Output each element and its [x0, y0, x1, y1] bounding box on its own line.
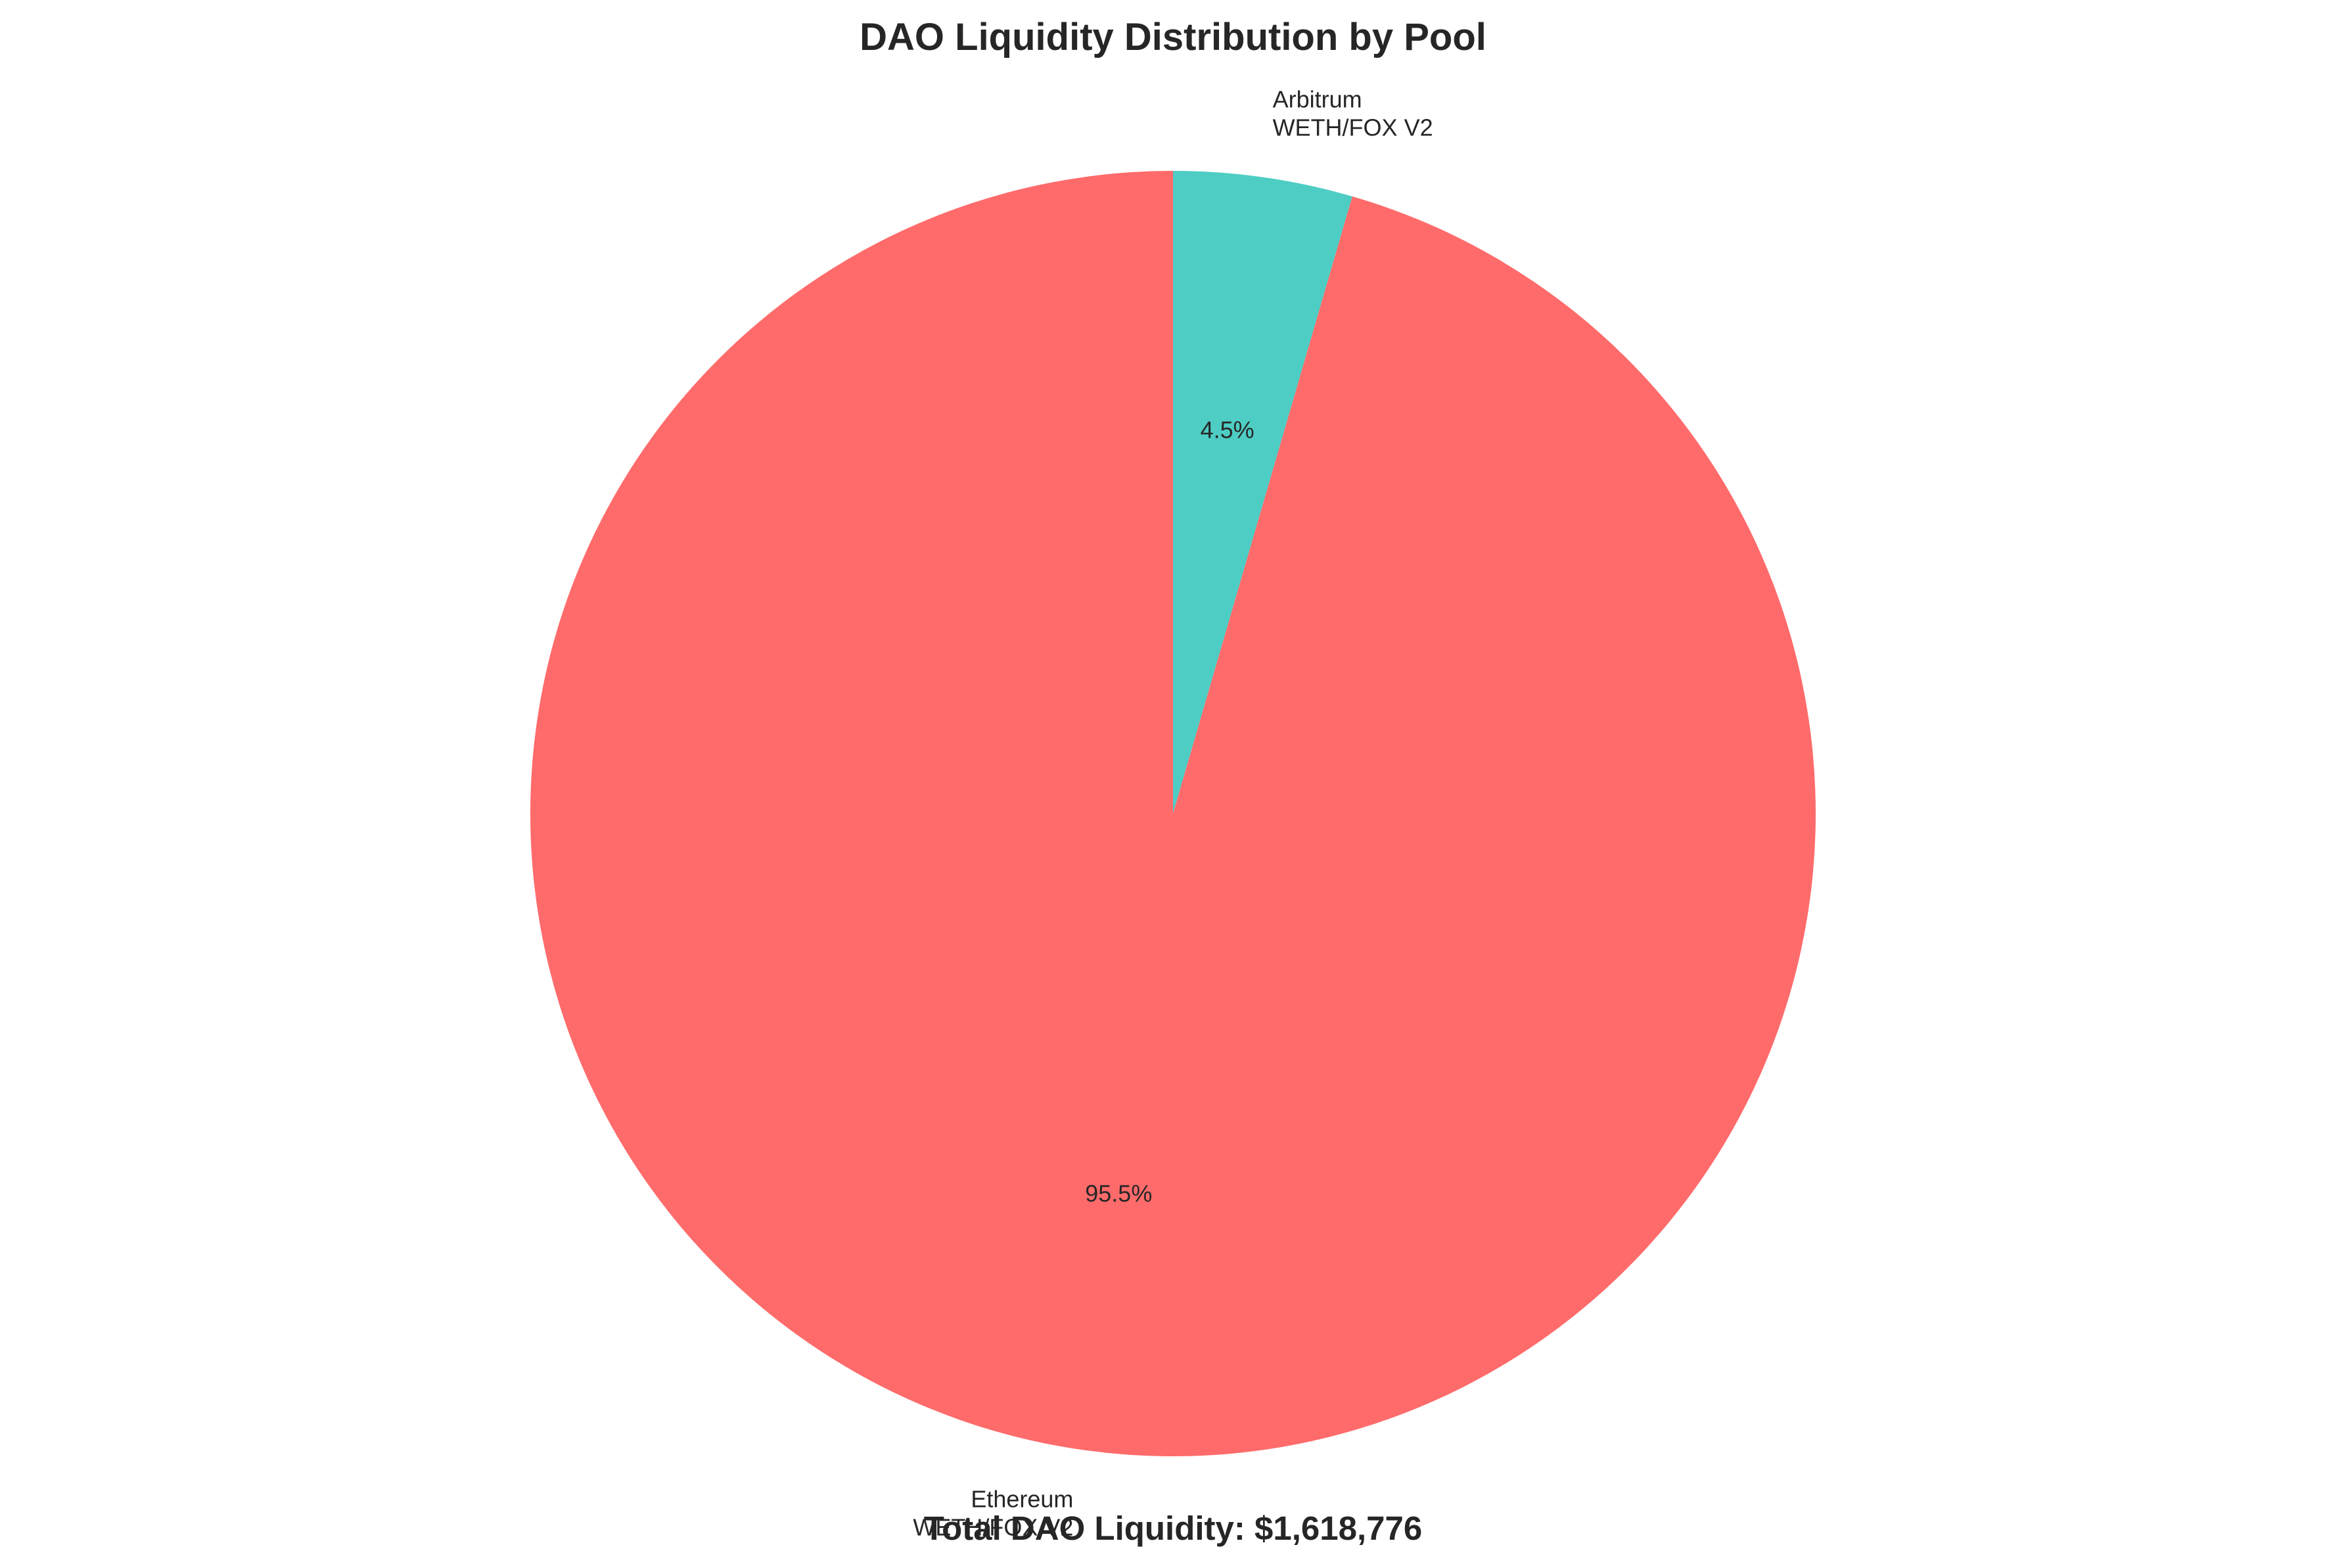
- pie-category-label-line: Ethereum: [971, 1486, 1073, 1513]
- pie-slice-arbitrum: [1173, 171, 1352, 814]
- pie-pct-label-ethereum: 95.5%: [1085, 1180, 1152, 1207]
- pie-category-label-line: WETH/FOX V2: [1273, 114, 1433, 141]
- pie-pct-label-arbitrum: 4.5%: [1201, 417, 1254, 444]
- pie-category-label-line: WETH/FOX V2: [913, 1514, 1073, 1541]
- chart-title: DAO Liquidity Distribution by Pool: [860, 16, 1486, 58]
- pie-category-label-ethereum: Ethereum WETH/FOX V2: [913, 1486, 1073, 1541]
- pie-category-label-line: Arbitrum: [1273, 85, 1362, 112]
- pie-slices: [530, 171, 1816, 1456]
- pie-category-label-arbitrum: Arbitrum WETH/FOX V2: [1273, 85, 1433, 141]
- total-liquidity-footer: Total DAO Liquidity: $1,618,776: [924, 1510, 1423, 1547]
- pie-slice-ethereum: [530, 171, 1816, 1456]
